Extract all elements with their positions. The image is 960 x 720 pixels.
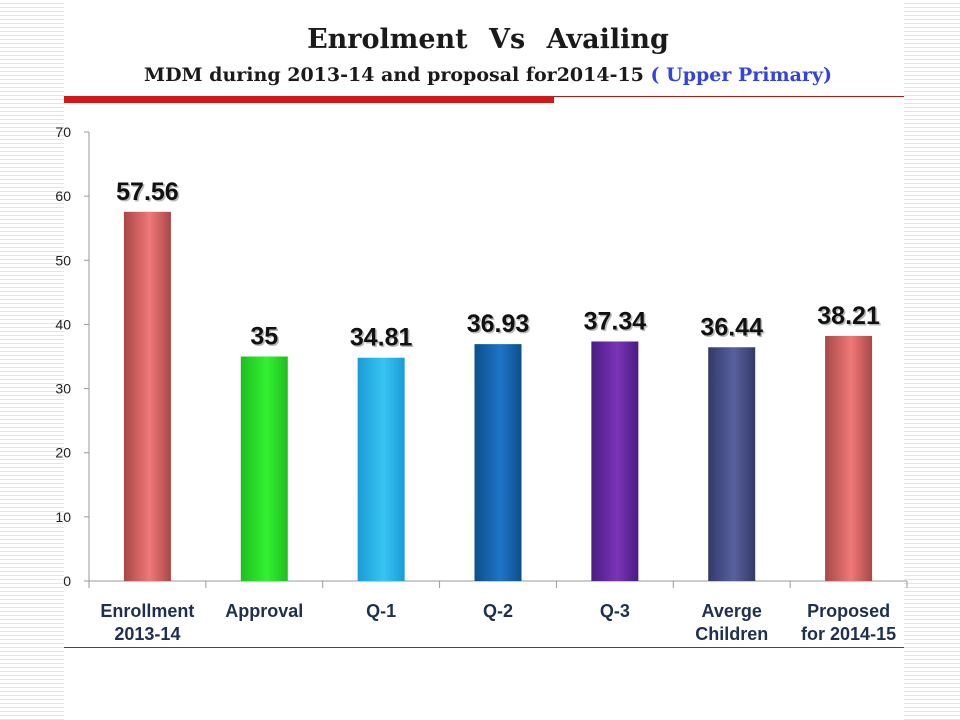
data-label-shadow: 36.44 [702,315,765,343]
data-label: 57.56 [116,178,179,206]
data-label-shadow: 37.34 [585,309,648,337]
data-label-shadow: 38.21 [819,303,882,331]
x-tick-label: Averge [702,601,762,621]
title-underline-thin [554,96,904,97]
x-tick-label: Proposed [807,601,890,621]
x-tick-label: Enrollment [100,601,194,621]
bar [825,335,873,581]
data-label-shadow: 35 [252,324,280,352]
subtitle-main: MDM during 2013-14 and proposal for2014-… [144,64,651,86]
x-tick-label: Q-1 [366,601,396,621]
data-label: 38.21 [817,302,880,330]
y-tick-label: 30 [55,381,71,397]
x-tick-label: Q-3 [600,601,630,621]
data-label: 36.44 [700,313,763,341]
bottom-rule [64,647,904,648]
chart-title: Enrolment Vs Availing [307,24,669,55]
bar [474,344,522,581]
y-tick-label: 60 [55,188,71,204]
data-label-shadow: 34.81 [351,325,414,353]
bar [591,341,639,581]
x-tick-label: Children [695,624,768,644]
y-tick-label: 70 [55,124,71,140]
data-label: 35 [250,323,278,351]
data-label: 36.93 [467,310,530,338]
title-underline-thick [64,96,554,103]
chart-subtitle: MDM during 2013-14 and proposal for2014-… [0,64,960,86]
y-tick-label: 0 [63,573,71,589]
y-tick-label: 20 [55,445,71,461]
bar [357,357,405,581]
x-tick-label: 2013-14 [114,624,180,644]
bar [123,211,171,582]
y-tick-label: 10 [55,509,71,525]
bar [708,347,756,581]
subtitle-accent: ( Upper Primary) [650,64,832,86]
y-tick-label: 50 [55,252,71,268]
data-label: 37.34 [584,307,647,335]
data-label: 34.81 [350,324,413,352]
bar [240,356,288,581]
y-tick-label: 40 [55,316,71,332]
x-tick-label: Approval [225,601,303,621]
data-label-shadow: 57.56 [118,179,181,207]
data-label-shadow: 36.93 [468,312,531,340]
x-tick-label: Q-2 [483,601,513,621]
x-tick-label: for 2014-15 [801,624,896,644]
